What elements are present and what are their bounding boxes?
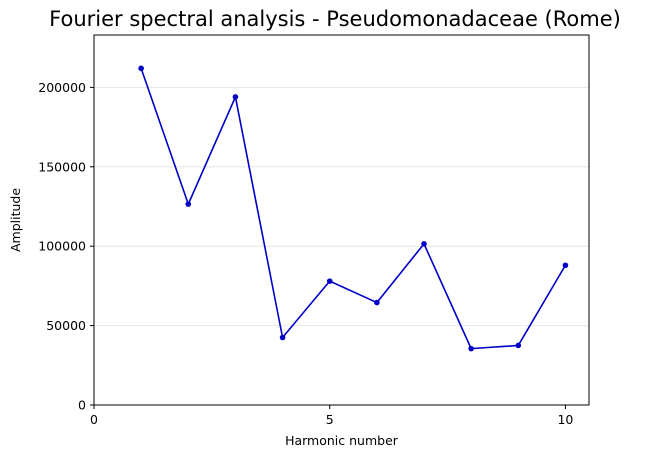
data-point-0-7: [468, 345, 474, 352]
y-tick-label-4: 200000: [38, 80, 86, 95]
y-axis-ticks: 0 50000 100000 150000 200000: [38, 80, 94, 413]
x-tick-label-1: 5: [326, 412, 334, 427]
chart-title: Fourier spectral analysis - Pseudomonada…: [49, 7, 621, 31]
data-point-0-1: [185, 201, 192, 207]
data-point-0-0: [138, 65, 144, 72]
data-point-0-6: [421, 241, 427, 247]
grid-lines: [94, 86, 589, 327]
data-point-0-5: [374, 299, 380, 306]
data-point-0-2: [232, 94, 239, 100]
y-tick-label-0: 0: [78, 398, 86, 413]
series-layer: [138, 65, 569, 352]
data-point-0-9: [562, 262, 569, 269]
series-line-0: [140, 68, 567, 350]
x-tick-label-0: 0: [90, 412, 98, 427]
x-tick-label-2: 10: [557, 412, 573, 427]
x-axis-ticks: 0 5 10: [90, 405, 573, 427]
y-axis-label: Amplitude: [8, 188, 23, 252]
data-point-0-4: [326, 278, 333, 284]
y-tick-label-3: 150000: [38, 159, 86, 174]
x-axis-label: Harmonic number: [285, 433, 399, 448]
y-tick-label-2: 100000: [38, 239, 86, 254]
y-tick-label-1: 50000: [46, 318, 86, 333]
plot-frame: [93, 34, 590, 406]
data-point-0-3: [279, 334, 286, 341]
data-point-0-8: [515, 342, 522, 349]
